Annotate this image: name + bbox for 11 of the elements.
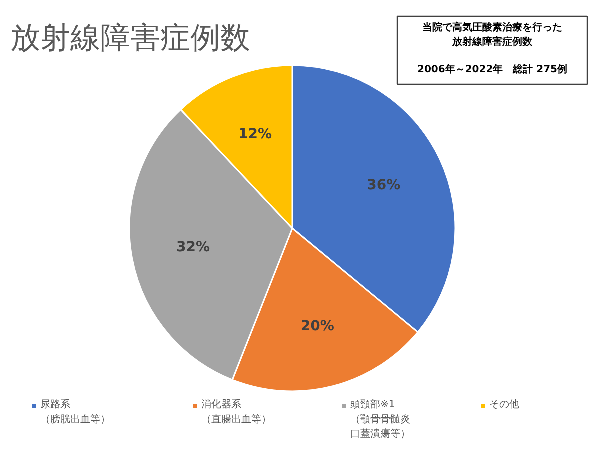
text: 2006年～2022年 総計 275例 xyxy=(417,64,568,76)
legend-label: 頭頸部※1（顎骨骨髄炎口蓋潰瘍等） xyxy=(350,398,410,440)
data-label: 20% xyxy=(300,318,334,334)
text: 当院で高気圧酸素治療を行った放射線障害症例数 xyxy=(422,22,562,48)
data-label: 36% xyxy=(367,177,401,194)
legend-label: 消化器系（直腸出血等） xyxy=(202,398,272,426)
data-label: 32% xyxy=(176,239,210,256)
chart-title: 放射線障害症例数 xyxy=(10,21,250,56)
legend-label: 尿路系（膀胱出血等） xyxy=(40,398,110,426)
legend-label: その他 xyxy=(490,398,520,410)
data-label: 12% xyxy=(238,126,272,143)
